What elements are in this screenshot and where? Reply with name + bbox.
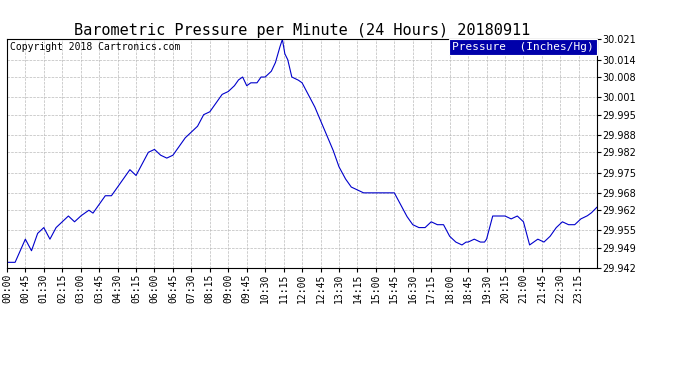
Title: Barometric Pressure per Minute (24 Hours) 20180911: Barometric Pressure per Minute (24 Hours… <box>74 23 530 38</box>
Text: Pressure  (Inches/Hg): Pressure (Inches/Hg) <box>453 42 594 52</box>
Text: Copyright 2018 Cartronics.com: Copyright 2018 Cartronics.com <box>10 42 180 52</box>
